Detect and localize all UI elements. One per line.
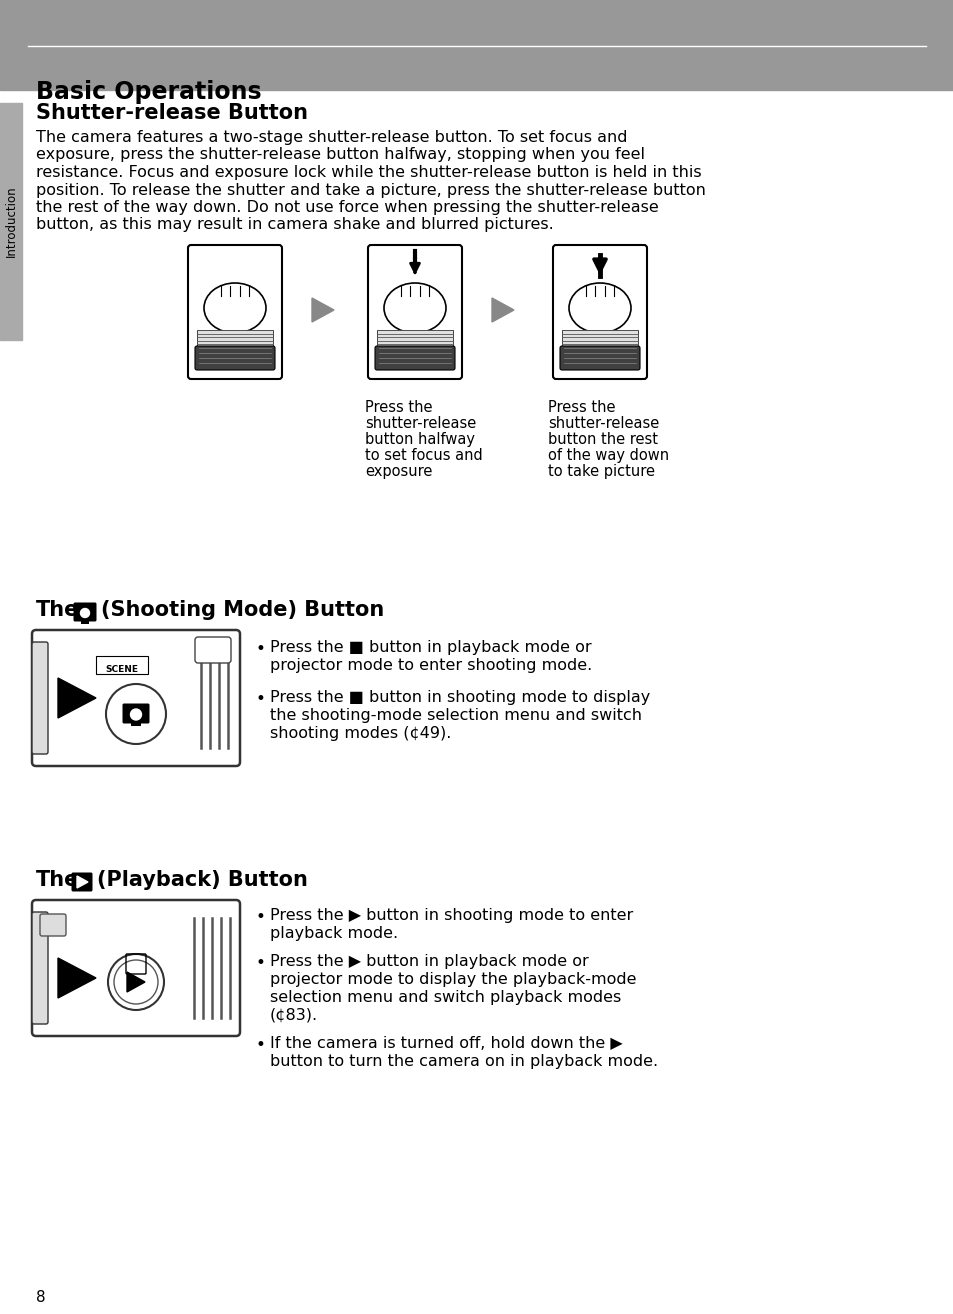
Text: Press the: Press the [365, 399, 432, 415]
FancyBboxPatch shape [194, 346, 274, 371]
FancyBboxPatch shape [32, 900, 240, 1035]
Circle shape [108, 954, 164, 1010]
Text: Basic Operations: Basic Operations [36, 80, 261, 104]
Bar [96, 656, 148, 674]
FancyBboxPatch shape [32, 643, 48, 754]
Text: Press the ▶ button in playback mode or: Press the ▶ button in playback mode or [270, 954, 588, 968]
FancyBboxPatch shape [188, 244, 282, 378]
Text: selection menu and switch playback modes: selection menu and switch playback modes [270, 989, 620, 1005]
Bar [0, 102, 22, 340]
Text: shutter-release: shutter-release [365, 417, 476, 431]
Polygon shape [312, 298, 334, 322]
Circle shape [131, 710, 141, 720]
Text: the shooting-mode selection menu and switch: the shooting-mode selection menu and swi… [270, 708, 641, 723]
Polygon shape [58, 958, 96, 999]
Text: The: The [36, 870, 79, 890]
Text: position. To release the shutter and take a picture, press the shutter-release b: position. To release the shutter and tak… [36, 183, 705, 197]
Circle shape [113, 961, 158, 1004]
FancyBboxPatch shape [32, 912, 48, 1024]
Text: exposure, press the shutter-release button halfway, stopping when you feel: exposure, press the shutter-release butt… [36, 147, 644, 163]
Text: Press the ■ button in shooting mode to display: Press the ■ button in shooting mode to d… [270, 690, 650, 706]
Circle shape [106, 685, 166, 744]
Text: to take picture: to take picture [547, 464, 655, 480]
FancyBboxPatch shape [40, 915, 66, 936]
Text: Introduction: Introduction [5, 185, 17, 258]
Text: •: • [255, 690, 266, 708]
Text: Press the ■ button in playback mode or: Press the ■ button in playback mode or [270, 640, 591, 654]
Text: button, as this may result in camera shake and blurred pictures.: button, as this may result in camera sha… [36, 218, 553, 233]
FancyBboxPatch shape [122, 703, 150, 724]
Text: playback mode.: playback mode. [270, 926, 397, 941]
Text: the rest of the way down. Do not use force when pressing the shutter-release: the rest of the way down. Do not use for… [36, 200, 659, 215]
Text: SCENE: SCENE [106, 665, 138, 674]
FancyBboxPatch shape [71, 872, 92, 891]
Bar [0, 0, 953, 89]
Text: button to turn the camera on in playback mode.: button to turn the camera on in playback… [270, 1054, 658, 1070]
FancyBboxPatch shape [559, 346, 639, 371]
Text: projector mode to enter shooting mode.: projector mode to enter shooting mode. [270, 658, 592, 673]
Text: shooting modes (¢49).: shooting modes (¢49). [270, 727, 451, 741]
Ellipse shape [204, 283, 266, 332]
Text: button halfway: button halfway [365, 432, 475, 447]
FancyBboxPatch shape [32, 629, 240, 766]
Text: shutter-release: shutter-release [547, 417, 659, 431]
FancyBboxPatch shape [375, 346, 455, 371]
Polygon shape [127, 972, 145, 992]
Text: 8: 8 [36, 1290, 46, 1305]
Text: of the way down: of the way down [547, 448, 668, 463]
Text: (¢83).: (¢83). [270, 1008, 317, 1024]
Text: •: • [255, 954, 266, 972]
Polygon shape [77, 876, 88, 888]
Ellipse shape [568, 283, 630, 332]
Bar [376, 330, 453, 348]
Text: exposure: exposure [365, 464, 432, 480]
Circle shape [80, 608, 90, 618]
Text: (Shooting Mode) Button: (Shooting Mode) Button [101, 600, 384, 620]
FancyBboxPatch shape [194, 637, 231, 664]
Text: •: • [255, 1035, 266, 1054]
Text: •: • [255, 908, 266, 926]
FancyBboxPatch shape [553, 244, 646, 378]
Polygon shape [58, 678, 96, 717]
Text: Shutter-release Button: Shutter-release Button [36, 102, 308, 124]
Text: button the rest: button the rest [547, 432, 658, 447]
Bar [561, 330, 638, 348]
FancyBboxPatch shape [368, 244, 461, 378]
Text: •: • [255, 640, 266, 658]
Bar [81, 620, 89, 624]
Text: The: The [36, 600, 79, 620]
Bar [196, 330, 273, 348]
FancyBboxPatch shape [73, 603, 96, 622]
Text: (Playback) Button: (Playback) Button [97, 870, 308, 890]
Text: Press the: Press the [547, 399, 615, 415]
Text: projector mode to display the playback-mode: projector mode to display the playback-m… [270, 972, 636, 987]
Ellipse shape [384, 283, 446, 332]
Text: to set focus and: to set focus and [365, 448, 482, 463]
Bar [131, 721, 141, 727]
Text: Press the ▶ button in shooting mode to enter: Press the ▶ button in shooting mode to e… [270, 908, 633, 922]
Text: If the camera is turned off, hold down the ▶: If the camera is turned off, hold down t… [270, 1035, 622, 1051]
Polygon shape [492, 298, 514, 322]
Text: resistance. Focus and exposure lock while the shutter-release button is held in : resistance. Focus and exposure lock whil… [36, 166, 700, 180]
Text: The camera features a two-stage shutter-release button. To set focus and: The camera features a two-stage shutter-… [36, 130, 627, 145]
